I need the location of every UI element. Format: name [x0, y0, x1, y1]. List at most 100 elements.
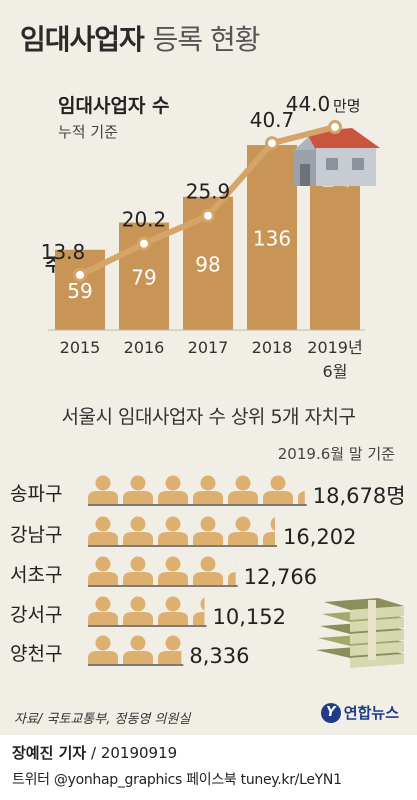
person-body — [123, 572, 153, 585]
person-head — [270, 517, 276, 531]
credit-date: / 20190919 — [91, 744, 178, 762]
title-main: 임대사업자 — [20, 23, 145, 56]
person-body — [88, 491, 118, 504]
page-title: 임대사업자 등록 현황 — [20, 18, 261, 58]
money-edge — [350, 606, 404, 620]
person-partial — [263, 517, 276, 545]
person-head — [95, 475, 111, 491]
person-row-4 — [88, 596, 205, 625]
line-value-label: 20.2 — [122, 208, 167, 232]
x-axis-label: 2016 — [124, 338, 165, 357]
person-body — [298, 491, 305, 504]
person-head — [165, 596, 181, 612]
person-partial — [193, 597, 205, 625]
person-row-5 — [88, 635, 182, 664]
person-head — [130, 596, 146, 612]
district-value-label: 8,336 — [189, 644, 249, 668]
person-body — [158, 491, 188, 504]
house-icon — [292, 128, 380, 186]
line-series-name: 임대사업자 수 — [58, 95, 170, 117]
person-body — [228, 572, 236, 585]
title-sub: 등록 현황 — [152, 23, 261, 56]
bar-2018 — [247, 145, 297, 330]
house-door — [300, 164, 310, 186]
social-links: 트위터 @yonhap_graphics 페이스북 tuney.kr/LeYN1 — [12, 772, 342, 788]
person-head — [130, 556, 146, 572]
person-body — [158, 572, 188, 585]
money-stack-icon — [316, 598, 404, 668]
line-point — [73, 268, 87, 282]
person-body — [228, 491, 258, 504]
district-chart-note: 2019.6월 말 기준 — [277, 445, 395, 463]
house-side-wall — [316, 148, 376, 186]
person-partial — [158, 635, 182, 664]
line-point — [265, 136, 279, 151]
yonhap-logo: Y 연합뉴스 — [320, 702, 399, 723]
money-edge — [350, 630, 404, 644]
person-body — [158, 532, 188, 545]
person-body — [123, 532, 153, 545]
source-note: 자료/ 국토교통부, 정동영 의원실 — [14, 712, 191, 727]
house-roof — [306, 128, 380, 150]
person-head — [95, 556, 111, 572]
district-chart-title: 서울시 임대사업자 수 상위 5개 자치구 — [61, 406, 357, 428]
person-body — [158, 651, 182, 664]
line-series-note: 누적 기준 — [58, 123, 118, 141]
district-label: 송파구 — [10, 483, 62, 505]
person-head — [165, 635, 181, 651]
house-window — [326, 158, 338, 170]
person-row-1 — [88, 475, 305, 504]
x-axis-label: 2018 — [252, 338, 293, 357]
reporter-name: 장예진 기자 — [12, 744, 87, 762]
district-label: 서초구 — [10, 564, 62, 586]
person-body — [158, 612, 188, 625]
money-edge — [350, 654, 404, 668]
line-value-label: 25.9 — [186, 180, 231, 204]
person-body — [88, 651, 118, 664]
x-axis-label: 2015 — [60, 338, 101, 357]
person-row-2 — [88, 516, 276, 545]
person-body — [88, 532, 118, 545]
line-value-label: 40.7 — [250, 108, 295, 132]
person-head — [235, 475, 251, 491]
person-head — [200, 556, 216, 572]
bar-label: 136 — [253, 227, 291, 251]
person-body — [123, 491, 153, 504]
person-body — [228, 532, 258, 545]
line-point — [137, 236, 151, 251]
person-head — [165, 516, 181, 532]
person-body — [193, 572, 223, 585]
bar-label: 59 — [67, 279, 92, 303]
x-axis-label: 2019년 — [307, 338, 362, 357]
district-value-label: 12,766 — [244, 565, 317, 589]
person-head — [95, 596, 111, 612]
line-point — [201, 208, 215, 223]
person-body — [88, 572, 118, 585]
registration-chart: 임대사업자 수누적 기준주택 수597998136143만채2015201620… — [41, 92, 380, 381]
person-body — [263, 532, 276, 545]
person-body — [193, 532, 223, 545]
person-head — [235, 562, 236, 566]
credit-line: 장예진 기자 / 20190919 — [12, 742, 177, 763]
line-value-label: 44.0 — [286, 92, 331, 116]
money-edge — [350, 642, 404, 656]
money-band — [368, 600, 376, 660]
district-value-label: 18,678명 — [313, 484, 406, 508]
x-axis-label: 2017 — [188, 338, 229, 357]
person-partial — [298, 491, 305, 504]
person-head — [165, 475, 181, 491]
line-point — [328, 120, 342, 135]
person-body — [88, 612, 118, 625]
person-head — [95, 516, 111, 532]
person-body — [123, 612, 153, 625]
bar-2015 — [55, 249, 105, 330]
bar-label: 98 — [195, 252, 220, 276]
person-head — [270, 475, 286, 491]
district-value-label: 10,152 — [213, 605, 286, 629]
person-head — [95, 635, 111, 651]
person-row-3 — [88, 556, 236, 585]
line-unit-label: 만명 — [333, 97, 361, 115]
person-body — [193, 612, 205, 625]
district-label: 강남구 — [10, 524, 62, 546]
